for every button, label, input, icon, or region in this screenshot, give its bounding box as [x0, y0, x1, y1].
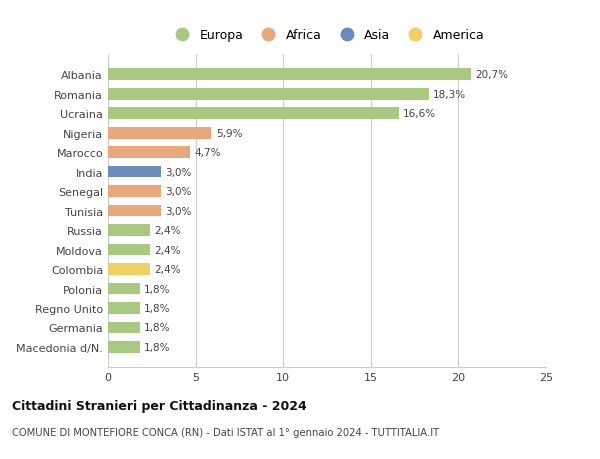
Text: 2,4%: 2,4% — [154, 245, 181, 255]
Bar — [108, 283, 140, 295]
Legend: Europa, Africa, Asia, America: Europa, Africa, Asia, America — [164, 24, 490, 47]
Bar — [108, 244, 150, 256]
Text: 20,7%: 20,7% — [475, 70, 508, 80]
Text: 18,3%: 18,3% — [433, 90, 466, 100]
Bar — [108, 341, 140, 353]
Text: 5,9%: 5,9% — [216, 129, 242, 139]
Text: 3,0%: 3,0% — [165, 187, 191, 197]
Bar — [108, 167, 161, 178]
Bar — [108, 322, 140, 334]
Bar — [108, 225, 150, 236]
Text: 16,6%: 16,6% — [403, 109, 436, 119]
Text: 1,8%: 1,8% — [144, 284, 170, 294]
Text: COMUNE DI MONTEFIORE CONCA (RN) - Dati ISTAT al 1° gennaio 2024 - TUTTITALIA.IT: COMUNE DI MONTEFIORE CONCA (RN) - Dati I… — [12, 427, 439, 437]
Bar — [108, 128, 211, 139]
Bar — [108, 69, 470, 81]
Text: 1,8%: 1,8% — [144, 303, 170, 313]
Bar — [108, 186, 161, 197]
Bar — [108, 89, 428, 101]
Text: 4,7%: 4,7% — [195, 148, 221, 158]
Bar — [108, 205, 161, 217]
Bar — [108, 108, 399, 120]
Bar — [108, 302, 140, 314]
Text: 3,0%: 3,0% — [165, 206, 191, 216]
Text: 2,4%: 2,4% — [154, 225, 181, 235]
Text: 2,4%: 2,4% — [154, 264, 181, 274]
Text: 1,8%: 1,8% — [144, 323, 170, 333]
Text: 3,0%: 3,0% — [165, 167, 191, 177]
Bar — [108, 263, 150, 275]
Bar — [108, 147, 190, 159]
Text: 1,8%: 1,8% — [144, 342, 170, 352]
Text: Cittadini Stranieri per Cittadinanza - 2024: Cittadini Stranieri per Cittadinanza - 2… — [12, 399, 307, 412]
